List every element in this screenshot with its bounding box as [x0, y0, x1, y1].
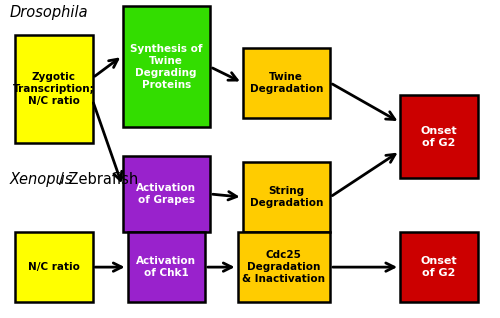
FancyBboxPatch shape [400, 95, 477, 178]
Text: Zygotic
Transcription;
N/C ratio: Zygotic Transcription; N/C ratio [13, 72, 94, 106]
Text: Synthesis of
Twine
Degrading
Proteins: Synthesis of Twine Degrading Proteins [130, 44, 202, 90]
Text: Twine
Degradation: Twine Degradation [250, 72, 323, 94]
FancyBboxPatch shape [242, 48, 330, 118]
FancyBboxPatch shape [238, 232, 330, 302]
Text: Cdc25
Degradation
& Inactivation: Cdc25 Degradation & Inactivation [242, 250, 325, 284]
Text: Activation
of Grapes: Activation of Grapes [136, 183, 196, 205]
FancyBboxPatch shape [242, 162, 330, 232]
Text: String
Degradation: String Degradation [250, 186, 323, 208]
FancyBboxPatch shape [15, 35, 92, 143]
Text: Activation
of Chk1: Activation of Chk1 [136, 256, 196, 278]
Text: Drosophila: Drosophila [10, 5, 88, 20]
Text: N/C ratio: N/C ratio [28, 262, 80, 272]
Text: Onset
of G2: Onset of G2 [420, 126, 457, 148]
FancyBboxPatch shape [15, 232, 92, 302]
FancyBboxPatch shape [122, 156, 210, 232]
FancyBboxPatch shape [128, 232, 205, 302]
Text: Xenopus: Xenopus [10, 172, 74, 187]
FancyBboxPatch shape [122, 6, 210, 127]
Text: Onset
of G2: Onset of G2 [420, 256, 457, 278]
Text: / Zebrafish: / Zebrafish [59, 172, 138, 187]
FancyBboxPatch shape [400, 232, 477, 302]
